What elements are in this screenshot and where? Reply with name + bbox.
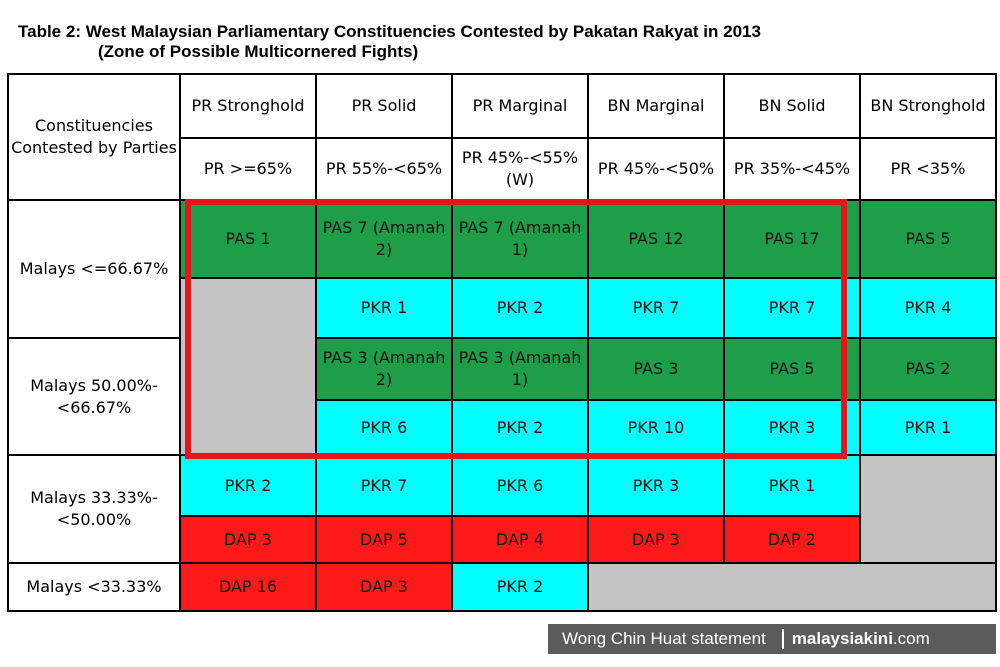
table-cell: DAP 16 (179, 562, 317, 612)
empty-cell (859, 454, 997, 564)
brand-name: malaysiakini (791, 629, 893, 648)
table-cell: PKR 3 (587, 454, 725, 517)
row-label-malays-le-66: Malays <=66.67% (7, 199, 181, 339)
footer-divider (781, 629, 784, 649)
table-cell: DAP 4 (451, 515, 589, 564)
table-cell: DAP 3 (587, 515, 725, 564)
table-cell: PKR 1 (859, 399, 997, 456)
source-footer: Wong Chin Huat statement malaysiakini.co… (548, 624, 996, 654)
row-label-malays-lt-33: Malays <33.33% (7, 562, 181, 612)
column-header-pr-stronghold: PR Stronghold (179, 73, 317, 139)
table-cell: PKR 1 (315, 277, 453, 339)
table-cell: PAS 1 (179, 199, 317, 279)
table-cell: PAS 5 (723, 337, 861, 401)
table-cell: PAS 7 (Amanah 1) (451, 199, 589, 279)
table-cell: PKR 7 (587, 277, 725, 339)
column-range-pr-solid: PR 55%-<65% (315, 137, 453, 201)
table-cell: PAS 3 (Amanah 1) (451, 337, 589, 401)
column-header-bn-marginal: BN Marginal (587, 73, 725, 139)
column-header-bn-stronghold: BN Stronghold (859, 73, 997, 139)
constituency-table: Constituencies Contested by Parties PR S… (7, 73, 997, 612)
credit-text: Wong Chin Huat statement (562, 629, 766, 648)
table-cell: PAS 2 (859, 337, 997, 401)
column-header-pr-marginal: PR Marginal (451, 73, 589, 139)
table-cell: PKR 2 (451, 277, 589, 339)
table-cell: PKR 7 (315, 454, 453, 517)
column-range-bn-marginal: PR 45%-<50% (587, 137, 725, 201)
empty-cell (587, 562, 997, 612)
column-header-bn-solid: BN Solid (723, 73, 861, 139)
table-cell: DAP 3 (179, 515, 317, 564)
column-range-bn-stronghold: PR <35% (859, 137, 997, 201)
table-cell: PKR 7 (723, 277, 861, 339)
title-line-2: (Zone of Possible Multicornered Fights) (98, 42, 419, 61)
table-cell: PAS 3 (587, 337, 725, 401)
table-cell: PKR 10 (587, 399, 725, 456)
column-range-pr-marginal: PR 45%-<55%(W) (451, 137, 589, 201)
table-cell: PAS 12 (587, 199, 725, 279)
table-cell: PKR 6 (315, 399, 453, 456)
table-cell: PAS 17 (723, 199, 861, 279)
table-title: Table 2: West Malaysian Parliamentary Co… (18, 22, 761, 62)
table-cell: PKR 3 (723, 399, 861, 456)
table-cell: PKR 2 (451, 562, 589, 612)
table-cell: PAS 5 (859, 199, 997, 279)
column-range-pr-stronghold: PR >=65% (179, 137, 317, 201)
empty-cell (179, 277, 317, 456)
table-cell: PKR 1 (723, 454, 861, 517)
brand-logo: malaysiakini.com (792, 629, 930, 649)
table-cell: DAP 3 (315, 562, 453, 612)
table-cell: PKR 6 (451, 454, 589, 517)
table-cell: DAP 2 (723, 515, 861, 564)
table-cell: PKR 2 (179, 454, 317, 517)
row-label-malays-50-66: Malays 50.00%-<66.67% (7, 337, 181, 456)
table-cell: DAP 5 (315, 515, 453, 564)
column-header-pr-solid: PR Solid (315, 73, 453, 139)
table-cell: PKR 2 (451, 399, 589, 456)
title-line-1: Table 2: West Malaysian Parliamentary Co… (18, 22, 761, 41)
brand-suffix: .com (892, 629, 930, 648)
table-cell: PAS 7 (Amanah 2) (315, 199, 453, 279)
column-range-bn-solid: PR 35%-<45% (723, 137, 861, 201)
table-cell: PAS 3 (Amanah 2) (315, 337, 453, 401)
row-label-malays-33-50: Malays 33.33%-<50.00% (7, 454, 181, 564)
corner-header: Constituencies Contested by Parties (7, 73, 181, 201)
table-cell: PKR 4 (859, 277, 997, 339)
